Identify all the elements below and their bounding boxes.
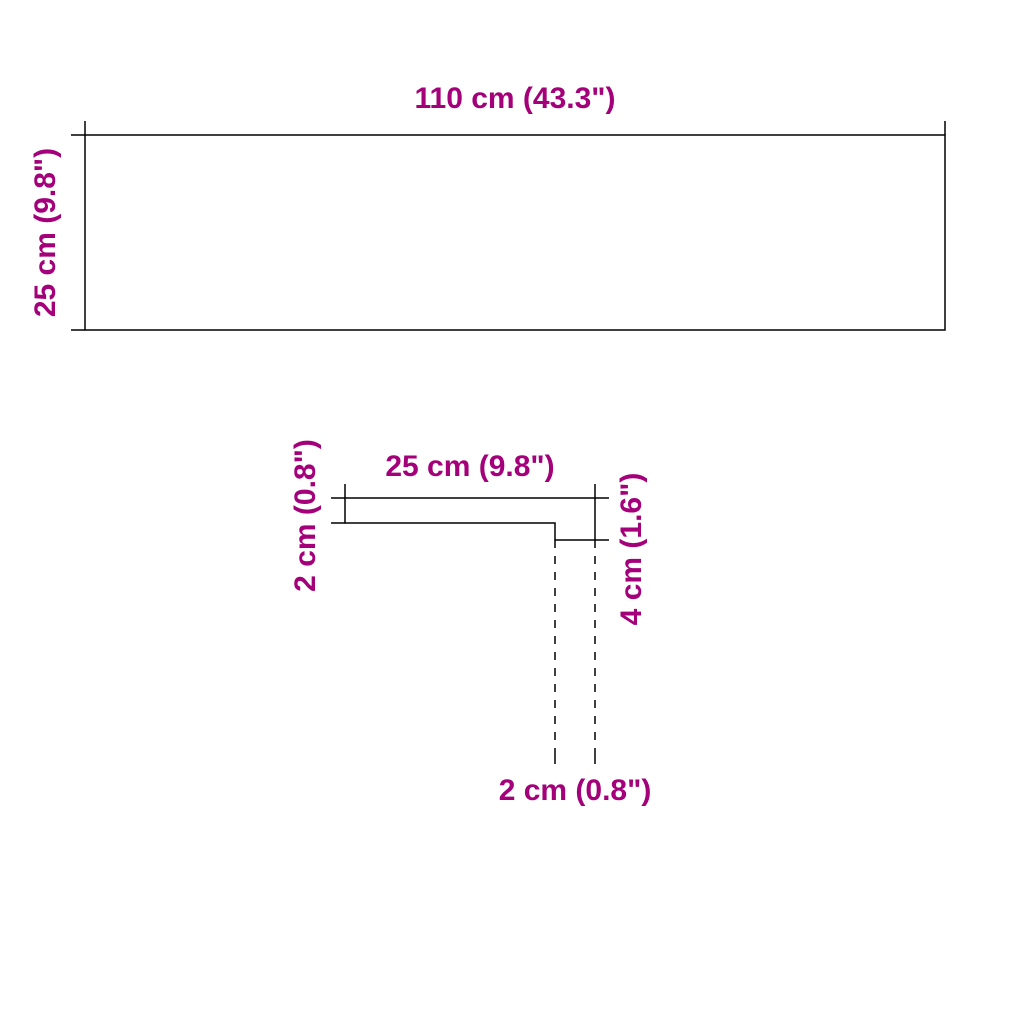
width-label: 110 cm (43.3") <box>414 82 615 115</box>
height-label: 25 cm (9.8") <box>29 148 62 317</box>
profile-leg-width-label: 2 cm (0.8") <box>499 774 652 807</box>
profile-width-label: 25 cm (9.8") <box>385 450 554 483</box>
profile-outline <box>345 498 595 540</box>
profile-thickness-label: 2 cm (0.8") <box>289 439 322 592</box>
top-view-rect <box>85 135 945 330</box>
dimension-diagram: 110 cm (43.3") 25 cm (9.8") 25 cm (9.8") 2 … <box>0 0 1024 1024</box>
profile-right-height-label: 4 cm (1.6") <box>615 473 648 626</box>
